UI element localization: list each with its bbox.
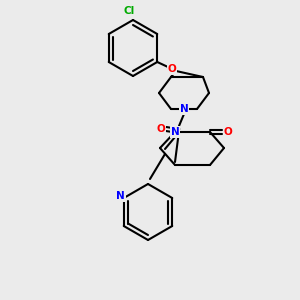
Text: Cl: Cl xyxy=(123,6,135,16)
Text: N: N xyxy=(116,191,125,201)
Text: N: N xyxy=(171,127,179,137)
Text: O: O xyxy=(168,64,176,74)
Text: N: N xyxy=(180,104,188,114)
Text: O: O xyxy=(157,124,165,134)
Text: O: O xyxy=(224,127,232,137)
